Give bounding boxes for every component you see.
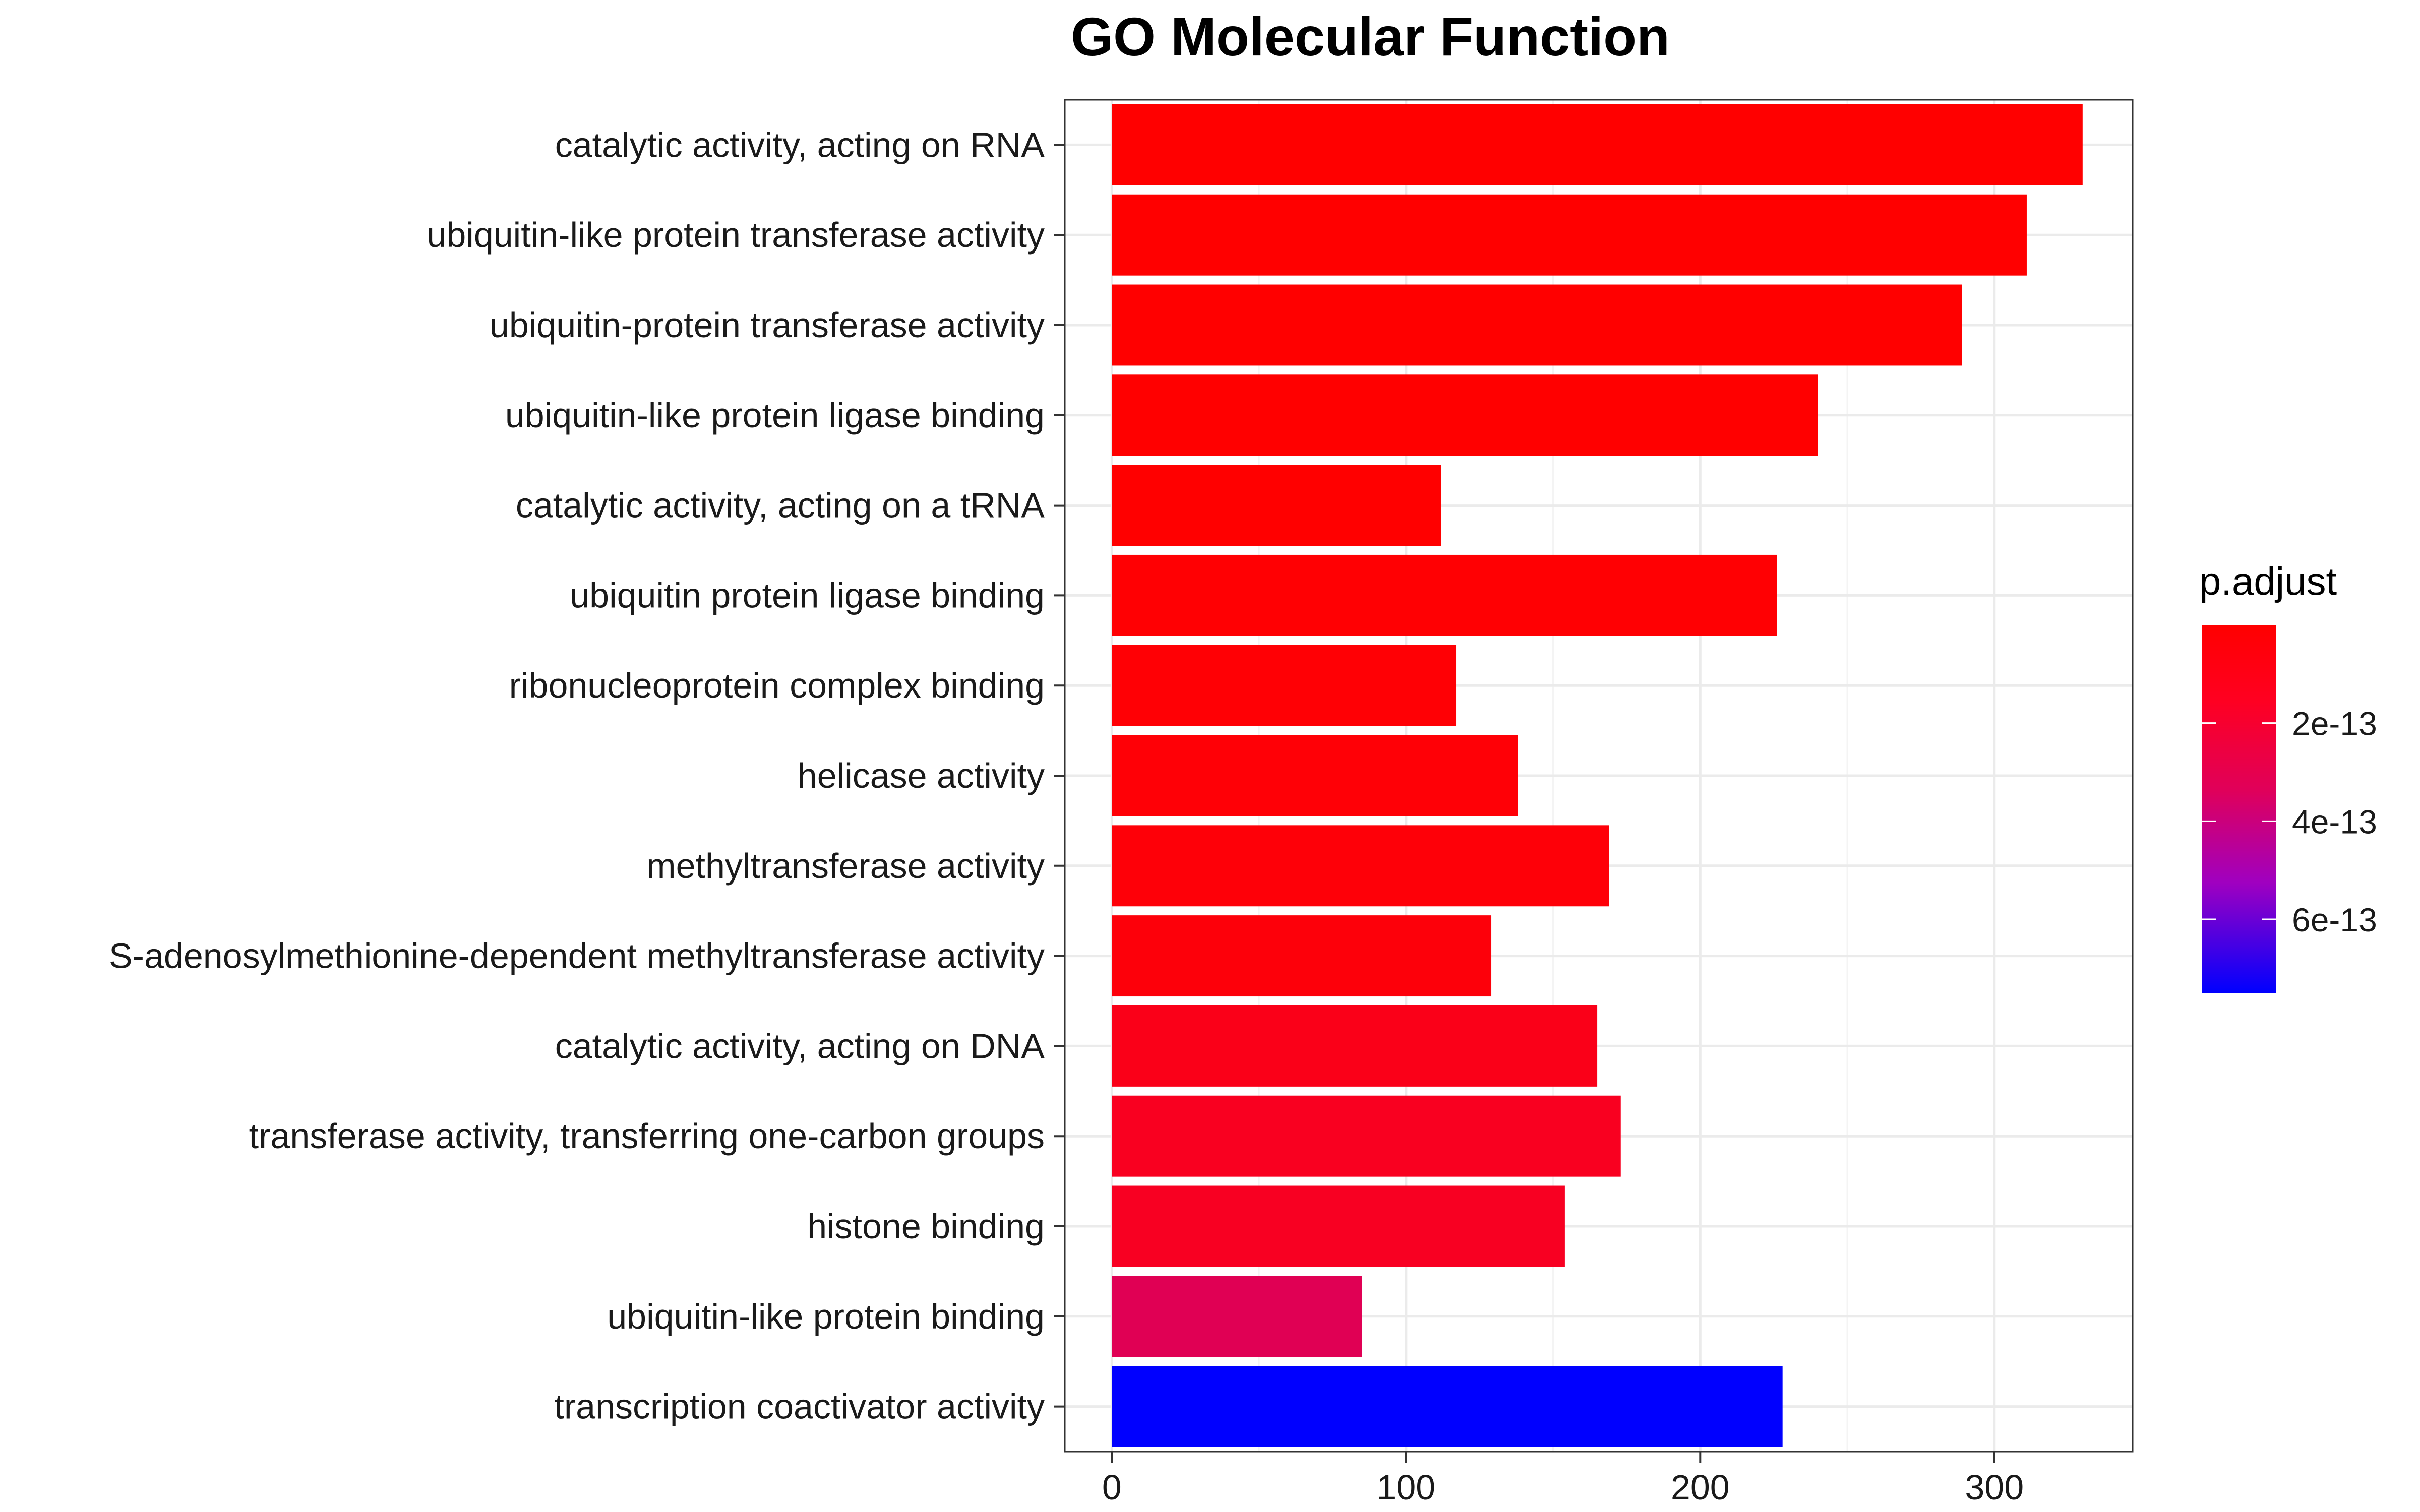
y-tick-label: ribonucleoprotein complex binding xyxy=(509,666,1045,705)
legend-tick-label: 4e-13 xyxy=(2292,803,2377,840)
y-tick-label: catalytic activity, acting on RNA xyxy=(555,125,1045,164)
bar xyxy=(1112,825,1609,907)
bar xyxy=(1112,554,1777,636)
legend-title: p.adjust xyxy=(2199,559,2337,603)
y-tick-label: transferase activity, transferring one-c… xyxy=(249,1116,1045,1156)
y-tick-label: S-adenosylmethionine-dependent methyltra… xyxy=(109,936,1045,976)
bar xyxy=(1112,1185,1565,1267)
y-tick-label: ubiquitin protein ligase binding xyxy=(570,576,1045,615)
bar xyxy=(1112,194,2027,276)
y-tick-label: catalytic activity, acting on DNA xyxy=(555,1026,1045,1065)
bar xyxy=(1112,104,2083,185)
x-tick-label: 300 xyxy=(1965,1468,2024,1507)
x-tick-label: 0 xyxy=(1102,1468,1122,1507)
legend-colorbar xyxy=(2202,625,2276,993)
bar xyxy=(1112,915,1492,997)
chart-title: GO Molecular Function xyxy=(1071,6,1670,67)
bar xyxy=(1112,465,1441,546)
bar xyxy=(1112,1366,1783,1447)
y-tick-label: ubiquitin-protein transferase activity xyxy=(490,305,1045,345)
y-tick-label: helicase activity xyxy=(798,756,1045,795)
bar xyxy=(1112,1005,1598,1087)
bar xyxy=(1112,645,1457,726)
y-tick-label: transcription coactivator activity xyxy=(554,1387,1045,1426)
legend-tick-label: 6e-13 xyxy=(2292,901,2377,938)
axes: catalytic activity, acting on RNA ubiquit… xyxy=(109,99,2134,1507)
x-tick-label: 200 xyxy=(1671,1468,1730,1507)
y-tick-label: methyltransferase activity xyxy=(646,846,1045,886)
bars xyxy=(1112,104,2083,1447)
bar xyxy=(1112,284,1962,366)
y-tick-label: ubiquitin-like protein transferase activ… xyxy=(427,215,1045,255)
y-tick-label: ubiquitin-like protein ligase binding xyxy=(505,396,1045,435)
legend: p.adjust 2e-13 4e-13 6e-13 xyxy=(2199,559,2377,993)
bar xyxy=(1112,1095,1621,1177)
y-tick-label: histone binding xyxy=(807,1207,1045,1246)
y-tick-label: ubiquitin-like protein binding xyxy=(607,1297,1045,1336)
y-tick-label: catalytic activity, acting on a tRNA xyxy=(516,486,1045,525)
bar xyxy=(1112,374,1818,456)
bar xyxy=(1112,1276,1362,1357)
bar xyxy=(1112,735,1518,816)
x-tick-label: 100 xyxy=(1376,1468,1435,1507)
legend-tick-label: 2e-13 xyxy=(2292,705,2377,742)
